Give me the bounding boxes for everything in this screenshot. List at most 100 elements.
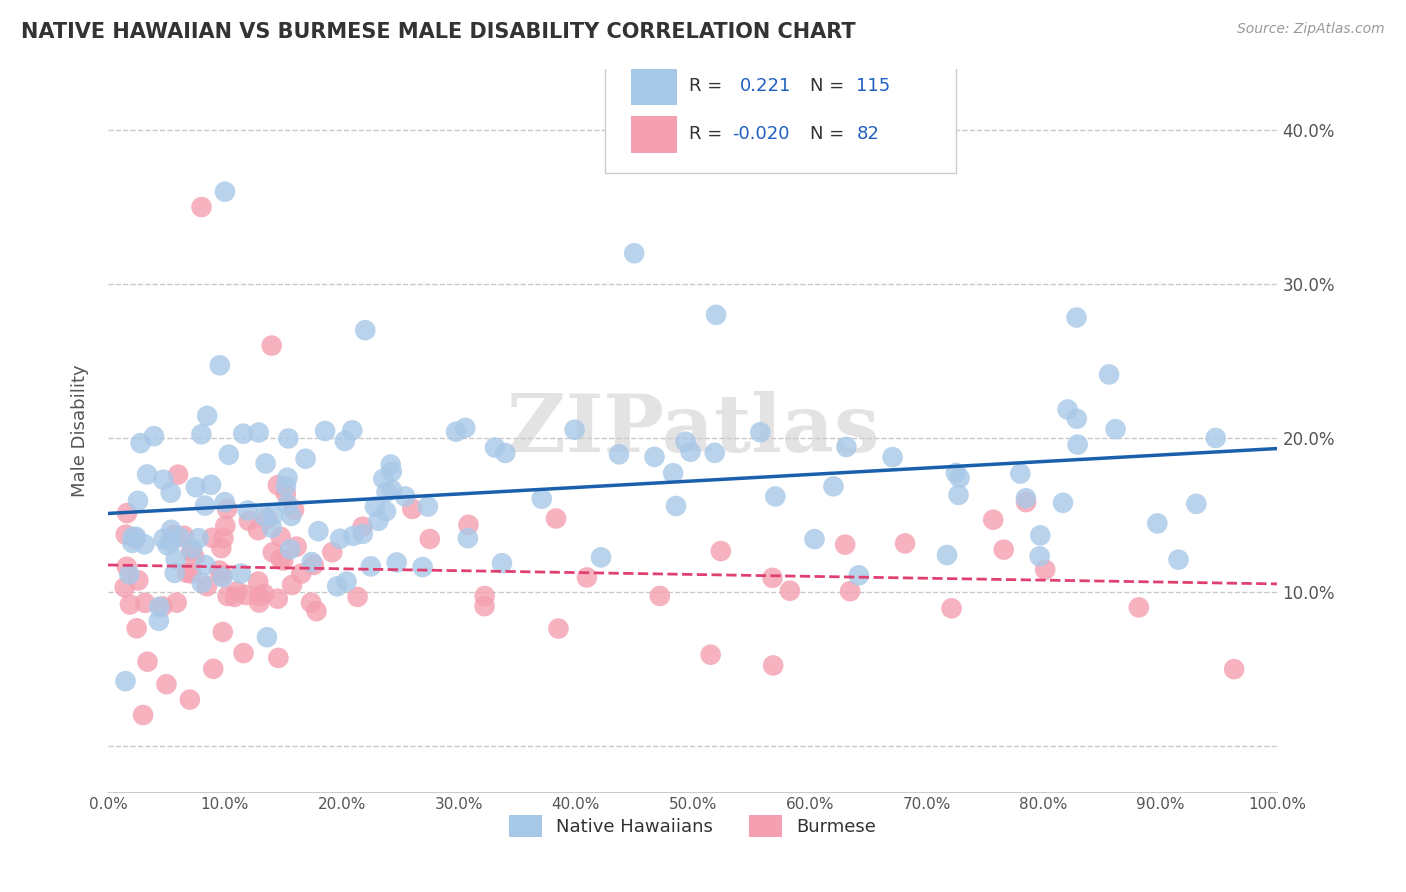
Point [564,423,586,437]
Point [253,508,276,523]
Text: R =: R = [689,77,723,95]
Point [283,502,305,516]
Point [195,409,218,423]
FancyBboxPatch shape [631,67,678,104]
Point [277,497,299,511]
Point [1205,431,1227,445]
Point [1185,497,1208,511]
FancyBboxPatch shape [631,116,678,153]
Point [121,530,143,544]
Point [247,574,270,589]
Point [1056,402,1078,417]
Point [160,523,183,537]
Point [274,487,297,501]
Point [749,425,772,440]
Point [114,674,136,689]
Point [333,434,356,448]
Point [165,552,187,566]
Point [882,450,904,465]
Point [394,490,416,504]
Point [247,596,270,610]
Point [662,467,685,481]
Point [212,531,235,545]
Point [848,568,870,582]
Point [419,532,441,546]
Point [948,488,970,502]
Point [236,503,259,517]
Point [166,596,188,610]
Point [373,472,395,486]
Point [190,200,212,214]
Point [1033,563,1056,577]
Point [294,451,316,466]
Point [1066,310,1088,325]
Point [180,566,202,581]
Text: NATIVE HAWAIIAN VS BURMESE MALE DISABILITY CORRELATION CHART: NATIVE HAWAIIAN VS BURMESE MALE DISABILI… [21,22,856,42]
Point [530,491,553,506]
Point [457,531,479,545]
Point [124,532,146,546]
Point [761,571,783,585]
Text: 0.221: 0.221 [740,77,790,95]
Point [307,524,329,538]
Point [280,508,302,523]
Point [118,567,141,582]
Y-axis label: Male Disability: Male Disability [72,364,89,497]
Text: 115: 115 [856,77,890,95]
Point [184,480,207,494]
Point [247,589,270,603]
Point [134,537,156,551]
Point [1066,411,1088,425]
Point [1223,662,1246,676]
Point [703,446,725,460]
Point [329,532,352,546]
Point [491,556,513,570]
Point [494,446,516,460]
Point [1146,516,1168,531]
Point [1028,549,1050,564]
Point [127,493,149,508]
Point [302,558,325,572]
Point [360,559,382,574]
Point [643,450,665,464]
Point [187,531,209,545]
Point [803,532,825,546]
Point [375,484,398,499]
Text: ZIPatlas: ZIPatlas [506,392,879,469]
Point [173,529,195,543]
Point [993,542,1015,557]
Point [152,532,174,546]
Text: N =: N = [810,126,844,144]
Point [114,527,136,541]
Point [314,424,336,438]
Point [352,527,374,541]
Text: 82: 82 [856,126,879,144]
Point [190,576,212,591]
Point [285,540,308,554]
Point [267,651,290,665]
Point [474,589,496,603]
Point [125,530,148,544]
Point [155,677,177,691]
Point [835,440,858,454]
Point [367,514,389,528]
Point [115,506,138,520]
Point [281,578,304,592]
Point [180,544,202,558]
Point [160,534,183,549]
Point [575,570,598,584]
Point [260,521,283,535]
Point [364,500,387,514]
Point [195,579,218,593]
Point [209,541,232,555]
Point [444,425,467,439]
Point [262,508,284,522]
Point [834,538,856,552]
Point [1010,467,1032,481]
Point [162,528,184,542]
Point [235,588,257,602]
Point [247,425,270,440]
Point [544,511,567,525]
Point [211,570,233,584]
Point [381,465,404,479]
